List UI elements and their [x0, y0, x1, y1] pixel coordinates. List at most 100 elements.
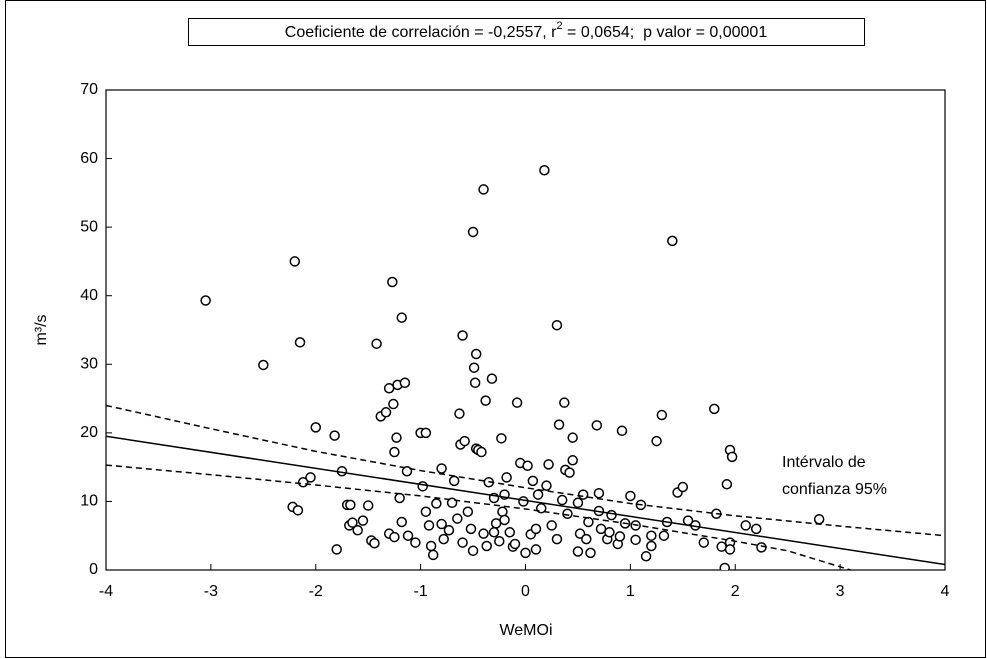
point [329, 430, 340, 441]
title-part: = 0,0654; p valor = 0,00001 [563, 24, 768, 41]
x-tick-label: 4 [941, 583, 950, 600]
point [480, 395, 491, 406]
point [494, 535, 505, 547]
point [294, 337, 306, 348]
point [436, 518, 447, 530]
point [425, 540, 437, 552]
point [401, 466, 413, 477]
point [457, 537, 468, 548]
point [394, 492, 405, 504]
confidence-upper [106, 404, 945, 537]
point [399, 377, 411, 389]
y-tick-label: 0 [89, 561, 98, 578]
y-tick-label: 40 [80, 287, 98, 304]
point [658, 530, 670, 541]
x-tick-label: -1 [414, 583, 428, 600]
point [709, 403, 720, 415]
point [667, 235, 678, 247]
point [614, 531, 626, 542]
point [420, 427, 432, 439]
title-superscript: 2 [556, 20, 562, 32]
point [389, 531, 400, 543]
point [518, 496, 529, 507]
x-tick-label: 2 [731, 583, 740, 600]
point [604, 527, 615, 538]
point [362, 500, 374, 511]
point [677, 481, 689, 493]
point [546, 520, 557, 531]
point [559, 397, 570, 408]
point [511, 397, 523, 408]
point [581, 533, 592, 545]
point [698, 537, 710, 548]
point [468, 362, 480, 373]
title-box [188, 18, 865, 46]
point [387, 276, 398, 288]
annotation: confianza 95% [782, 481, 887, 498]
point [532, 489, 544, 500]
point [585, 547, 596, 559]
point [504, 527, 516, 538]
point [423, 520, 435, 531]
point [462, 506, 474, 517]
point [292, 505, 304, 516]
point [448, 475, 460, 487]
chart-title: Coeficiente de correlación = -0,2557, r2… [285, 20, 768, 41]
fit-line [106, 435, 945, 566]
point [750, 523, 762, 535]
point [391, 432, 402, 443]
point [369, 538, 380, 549]
y-tick-label: 50 [80, 218, 98, 235]
point [716, 541, 727, 552]
point [352, 524, 363, 536]
point [478, 184, 489, 195]
point [347, 517, 358, 528]
x-tick-label: -4 [99, 583, 113, 600]
point [345, 499, 356, 511]
point [431, 498, 442, 509]
point [530, 544, 542, 555]
point [499, 514, 510, 526]
y-tick-label: 30 [80, 356, 98, 373]
point [572, 497, 584, 509]
point [651, 435, 662, 447]
point [721, 479, 733, 490]
point [465, 523, 477, 535]
point [420, 506, 432, 517]
point [389, 446, 400, 458]
point [567, 432, 578, 443]
point [553, 419, 565, 430]
x-tick-label: -2 [309, 583, 323, 600]
annotation: Intérvalo de [782, 454, 866, 471]
x-axis-label: WeMOi [499, 622, 552, 639]
point [410, 537, 421, 548]
point [496, 433, 507, 444]
y-axis-label: m³/s [33, 314, 50, 345]
point [443, 524, 455, 536]
point [396, 516, 407, 528]
point [310, 422, 321, 433]
point [740, 520, 751, 531]
point [726, 451, 738, 463]
point [577, 489, 589, 500]
point [556, 494, 568, 506]
point [396, 312, 407, 323]
point [357, 515, 369, 526]
point [606, 509, 617, 521]
point [640, 551, 652, 562]
point [388, 398, 399, 410]
point [543, 459, 554, 470]
point [371, 338, 382, 349]
point [478, 528, 489, 539]
point [527, 475, 539, 487]
point [656, 409, 668, 421]
point [520, 547, 531, 559]
title-part: Coeficiente de correlación = -0,2557, r [285, 24, 557, 41]
point [200, 295, 211, 306]
point [452, 513, 463, 524]
x-tick-label: 1 [626, 583, 635, 600]
point [567, 455, 578, 466]
confidence-lower [106, 464, 851, 570]
point [509, 538, 521, 550]
point [625, 490, 636, 502]
